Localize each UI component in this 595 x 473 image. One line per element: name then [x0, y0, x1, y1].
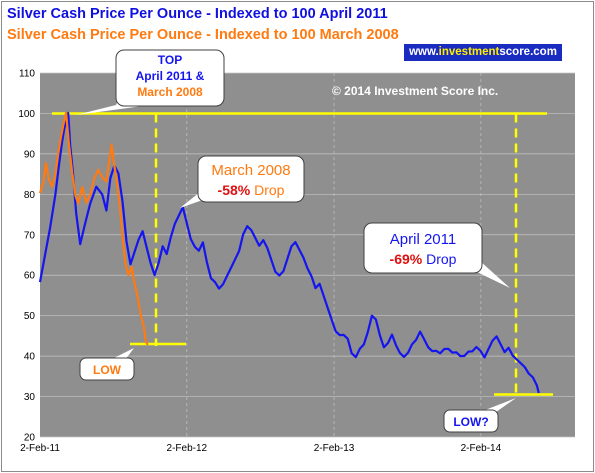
series-lines	[38, 111, 540, 394]
callout-top-line1: TOP	[158, 53, 182, 67]
callout-april-2011-pct: -69%	[390, 251, 423, 267]
y-tick-label: 50	[24, 311, 36, 322]
y-tick-label: 20	[24, 433, 36, 444]
y-tick-label: 70	[24, 230, 36, 241]
y-tick-label: 80	[24, 190, 36, 201]
series-line-march-2008	[38, 111, 149, 346]
callout-april-2011: April 2011 -69% Drop	[363, 222, 510, 288]
y-axis-ticks: 20 30 40 50 60 70 80 90 100 110	[18, 69, 35, 444]
callout-top-line3: March 2008	[137, 85, 203, 99]
reference-lines	[52, 112, 553, 396]
copyright-text: © 2014 Investment Score Inc.	[332, 84, 498, 98]
x-tick-label: 2-Feb-13	[314, 443, 355, 454]
series-line-april-2011	[38, 111, 540, 394]
callout-low-question-text: LOW?	[453, 415, 488, 429]
website-banner: www.investmentscore.com	[404, 44, 562, 61]
chart-title-april-2011: Silver Cash Price Per Ounce - Indexed to…	[7, 6, 388, 22]
website-highlight: investment	[438, 46, 500, 58]
x-tick-label: 2-Feb-12	[167, 443, 208, 454]
x-tick-label: 2-Feb-11	[20, 443, 60, 454]
y-tick-label: 110	[19, 69, 35, 80]
callout-march-2008-pct: -58%	[218, 182, 251, 198]
website-prefix: www.	[409, 46, 439, 58]
callout-low: LOW	[79, 348, 135, 381]
y-tick-label: 30	[24, 392, 36, 403]
callout-april-2011-word: Drop	[422, 251, 456, 267]
y-tick-label: 60	[24, 271, 36, 282]
callout-march-2008-drop: -58% Drop	[218, 182, 285, 198]
x-axis-ticks: 2-Feb-11 2-Feb-12 2-Feb-13 2-Feb-14	[20, 443, 502, 454]
callout-low-text: LOW	[93, 363, 122, 377]
callout-top: TOP April 2011 & March 2008	[76, 49, 225, 115]
website-suffix: score.com	[499, 46, 557, 58]
y-tick-label: 40	[24, 352, 36, 363]
chart-title-march-2008: Silver Cash Price Per Ounce - Indexed to…	[7, 27, 399, 43]
callout-low-question: LOW?	[443, 398, 516, 433]
y-tick-label: 100	[18, 109, 35, 120]
x-tick-label: 2-Feb-14	[461, 443, 502, 454]
plot-area	[40, 73, 575, 437]
callout-march-2008-word: Drop	[250, 182, 284, 198]
callout-april-2011-title: April 2011	[390, 231, 456, 248]
callout-march-2008-title: March 2008	[211, 162, 290, 179]
callout-april-2011-drop: -69% Drop	[390, 251, 457, 267]
callout-top-line2: April 2011 &	[136, 69, 205, 83]
y-tick-label: 90	[24, 149, 36, 160]
callout-march-2008: March 2008 -58% Drop	[180, 155, 305, 208]
